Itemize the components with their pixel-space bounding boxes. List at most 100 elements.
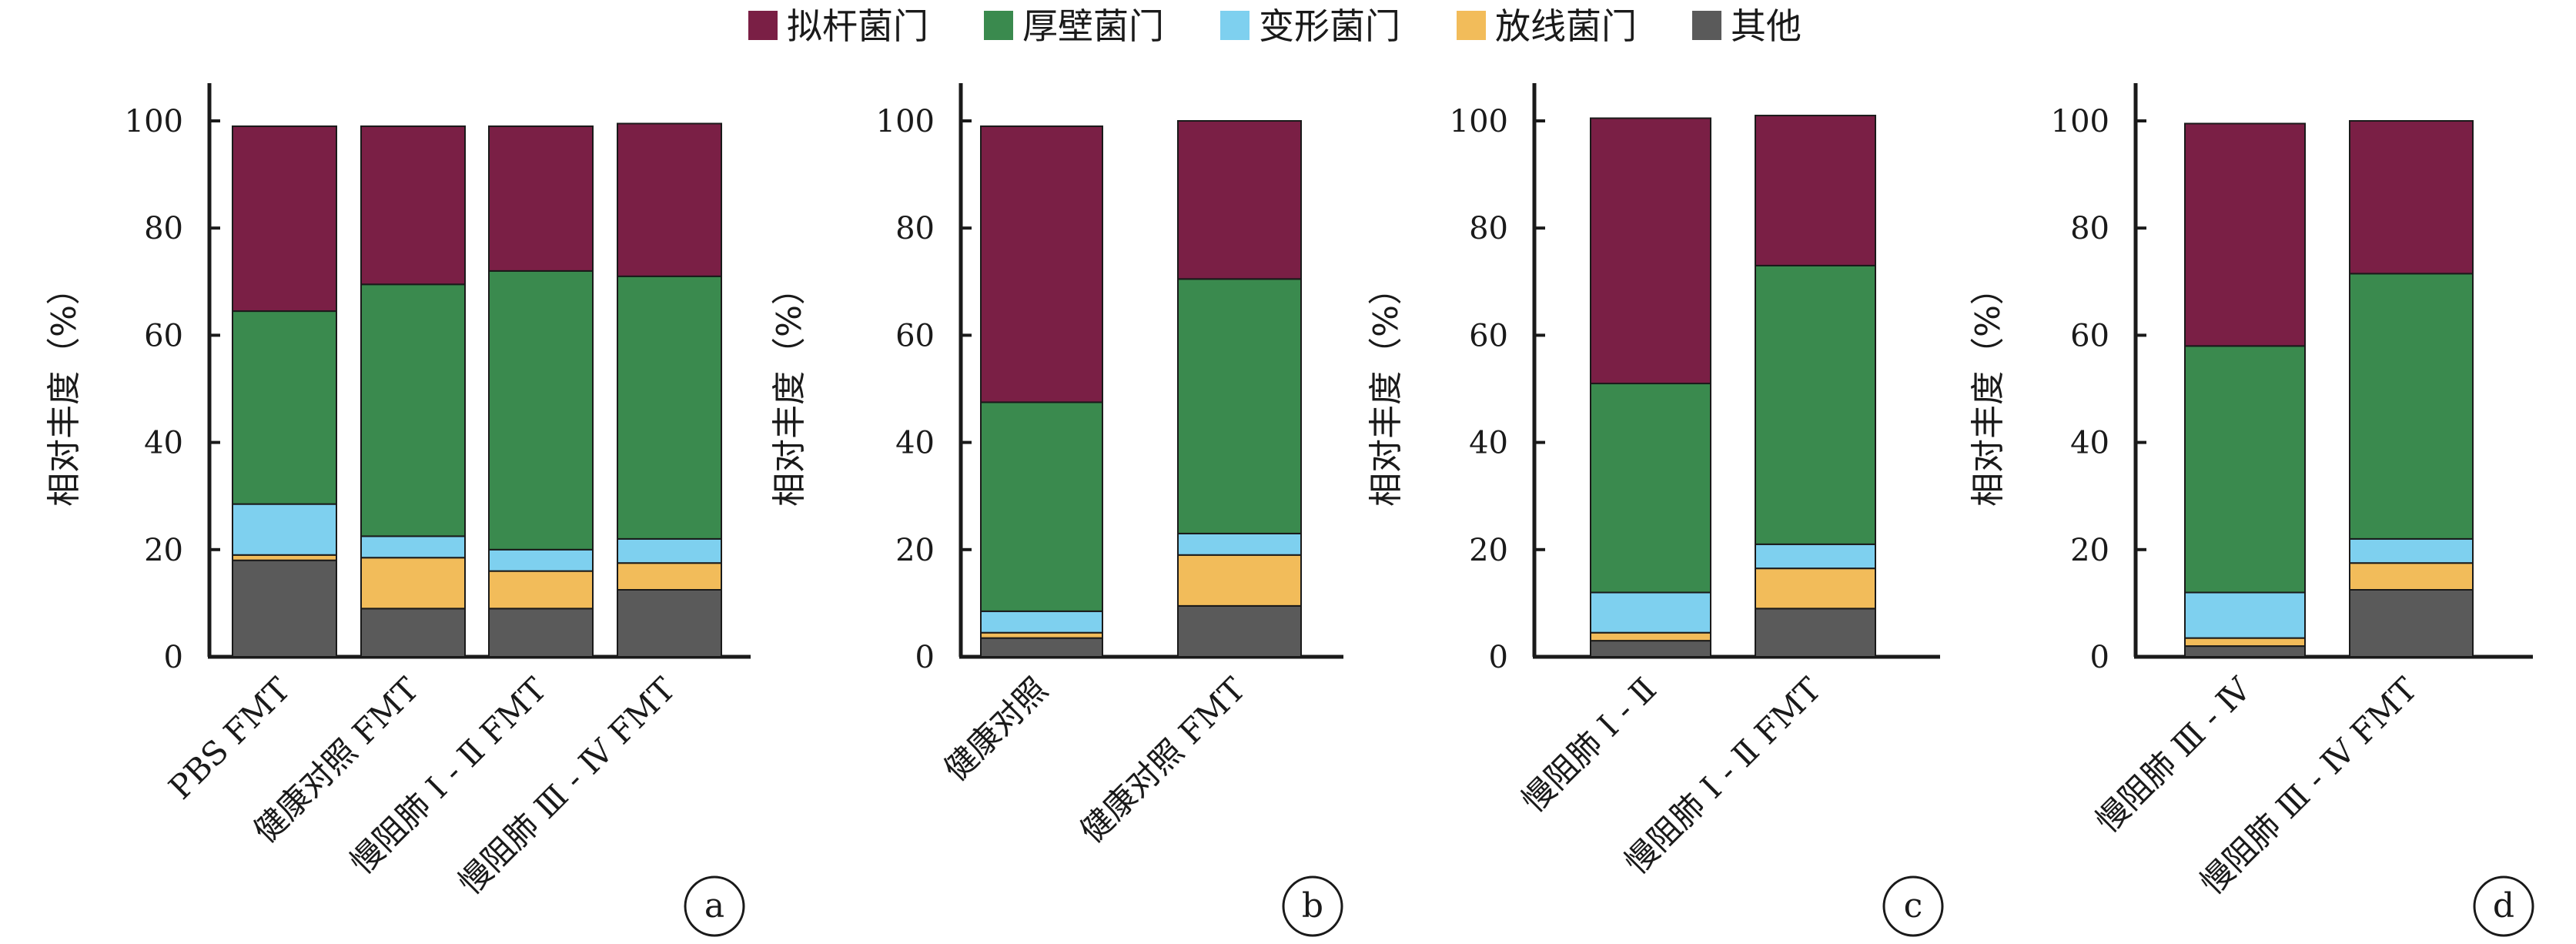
bar-segment <box>1177 532 1302 556</box>
y-tick-label: 40 <box>2070 426 2109 461</box>
stacked-bar <box>2184 122 2306 658</box>
legend-swatch <box>984 11 1013 40</box>
bar-segment <box>1590 631 1711 642</box>
stacked-bar <box>1590 117 1711 658</box>
bar-segment <box>360 557 466 610</box>
bar-segment <box>980 125 1103 403</box>
y-tick-label: 60 <box>2070 318 2109 353</box>
stacked-bar <box>980 125 1103 658</box>
bar-segment <box>232 310 337 505</box>
bar-segment <box>232 503 337 556</box>
panel-label: c <box>1904 886 1923 926</box>
legend-label: 厚壁菌门 <box>1022 5 1164 47</box>
bar-segment <box>360 608 466 658</box>
bar-segment <box>2349 120 2474 275</box>
y-tick-label: 40 <box>1469 426 1508 461</box>
bar-segment <box>488 125 594 272</box>
y-tick-label: 0 <box>164 640 183 675</box>
bar-segment <box>2184 645 2306 658</box>
legend-swatch <box>1692 11 1721 40</box>
bar-segment <box>488 269 594 551</box>
legend-label: 拟杆菌门 <box>787 5 928 47</box>
bar-segment <box>617 562 722 591</box>
x-category-label: 慢阻肺 Ⅰ - Ⅱ <box>1514 670 1664 819</box>
y-tick-label: 80 <box>2070 211 2109 246</box>
y-axis-label: 相对丰度（%） <box>770 271 809 507</box>
bar-segment <box>1590 117 1711 385</box>
bar-segment <box>2349 273 2474 540</box>
x-category-label: PBS FMT <box>161 670 297 806</box>
bar-segment <box>617 275 722 540</box>
bar-segment <box>1755 608 1876 658</box>
bar-segment <box>2349 562 2474 591</box>
stacked-bar <box>1755 115 1876 658</box>
y-tick-label: 40 <box>895 426 935 461</box>
bar-segment <box>2349 589 2474 658</box>
bar-segment <box>617 537 722 564</box>
bar-segment <box>488 608 594 658</box>
bar-segment <box>980 637 1103 658</box>
legend-swatch <box>1220 11 1250 40</box>
bar-segment <box>980 610 1103 634</box>
y-tick-label: 40 <box>144 426 183 461</box>
panel-label-circle <box>2473 875 2534 937</box>
stacked-bar <box>1177 120 1302 658</box>
legend-label: 放线菌门 <box>1495 5 1637 47</box>
panel-label-circle <box>1882 875 1944 937</box>
bar-segment <box>1755 567 1876 610</box>
legend-label: 变形菌门 <box>1259 5 1400 47</box>
y-tick-label: 0 <box>2090 640 2109 675</box>
stacked-bar <box>232 125 337 658</box>
legend-item: 厚壁菌门 <box>984 5 1164 47</box>
stacked-bar <box>488 125 594 658</box>
chart-panel-b: 0 20 40 60 80 100 相对丰度（%） 健康对照 健康对照 FMT b <box>770 83 1343 937</box>
legend-item: 拟杆菌门 <box>748 5 928 47</box>
y-tick-label: 20 <box>144 533 183 568</box>
x-category-label: 慢阻肺 Ⅲ - Ⅳ <box>2089 670 2259 840</box>
bar-segment <box>1177 120 1302 280</box>
panel-label: d <box>2493 886 2514 926</box>
y-tick-label: 100 <box>125 104 183 139</box>
bar-segment <box>1177 554 1302 607</box>
legend-swatch <box>1457 11 1486 40</box>
bar-segment <box>980 401 1103 612</box>
y-tick-label: 60 <box>895 318 935 353</box>
y-axis-label: 相对丰度（%） <box>1367 271 1406 507</box>
bar-segment <box>1755 115 1876 266</box>
bar-segment <box>232 559 337 658</box>
bar-segment <box>2184 122 2306 347</box>
legend-item: 其他 <box>1692 5 1802 47</box>
bar-segment <box>488 570 594 610</box>
legend-item: 变形菌门 <box>1220 5 1400 47</box>
y-tick-label: 0 <box>915 640 935 675</box>
y-tick-label: 80 <box>895 211 935 246</box>
y-tick-label: 60 <box>144 318 183 353</box>
bar-segment <box>1590 383 1711 594</box>
y-tick-label: 20 <box>1469 533 1508 568</box>
x-category-label: 健康对照 <box>937 670 1055 788</box>
bar-segment <box>2184 591 2306 639</box>
bar-segment <box>617 122 722 277</box>
y-tick-label: 80 <box>1469 211 1508 246</box>
bar-segment <box>980 631 1103 639</box>
bar-segment <box>488 548 594 572</box>
legend: 拟杆菌门 厚壁菌门 变形菌门 放线菌门 其他 <box>748 5 1802 47</box>
panel-label: b <box>1302 886 1323 926</box>
bar-segment <box>617 589 722 658</box>
stacked-bar <box>617 122 722 658</box>
bar-segment <box>360 283 466 537</box>
bar-segment <box>1590 591 1711 634</box>
bar-segment <box>232 125 337 313</box>
bar-segment <box>1755 264 1876 545</box>
stacked-bar <box>360 125 466 658</box>
y-tick-label: 100 <box>2051 104 2109 139</box>
y-axis-label: 相对丰度（%） <box>1969 271 2008 507</box>
chart-panels: 0 20 40 60 80 100 相对丰度（%） PBS FMT 健康对照 FMT 慢阻肺 Ⅰ … <box>45 83 2534 937</box>
panel-label-circle <box>684 875 745 937</box>
bar-segment <box>1177 278 1302 534</box>
legend-item: 放线菌门 <box>1457 5 1637 47</box>
